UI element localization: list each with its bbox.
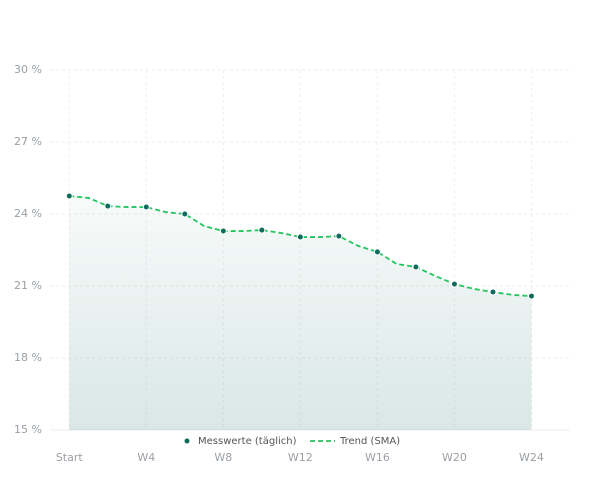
x-tick-label: W12 (288, 451, 313, 464)
x-tick-label: Start (56, 451, 84, 464)
trend-area (69, 196, 532, 430)
measurement-point (104, 202, 112, 210)
measurement-point (527, 292, 535, 300)
measurement-point (373, 248, 381, 256)
measurement-point (258, 226, 266, 234)
measurement-point (450, 280, 458, 288)
x-tick-label: W8 (214, 451, 232, 464)
measurement-point (181, 210, 189, 218)
y-tick-label: 18 % (14, 351, 42, 364)
measurement-point (489, 288, 497, 296)
legend-label: Messwerte (täglich) (198, 436, 297, 447)
measurement-point (296, 233, 304, 241)
measurement-point (65, 192, 73, 200)
measurement-point (219, 227, 227, 235)
x-tick-label: W16 (365, 451, 390, 464)
x-tick-label: W20 (442, 451, 467, 464)
y-tick-label: 30 % (14, 63, 42, 76)
measurement-point (142, 203, 150, 211)
x-tick-label: W24 (519, 451, 544, 464)
measurement-point (412, 263, 420, 271)
y-tick-label: 21 % (14, 279, 42, 292)
measurement-point (335, 232, 343, 240)
legend-marker (184, 438, 190, 444)
y-tick-label: 27 % (14, 135, 42, 148)
legend: Messwerte (täglich) Trend (SMA) (184, 436, 400, 447)
legend-label: Trend (SMA) (339, 436, 400, 447)
x-tick-label: W4 (137, 451, 155, 464)
y-tick-label: 24 % (14, 207, 42, 220)
y-tick-label: 15 % (14, 423, 42, 436)
